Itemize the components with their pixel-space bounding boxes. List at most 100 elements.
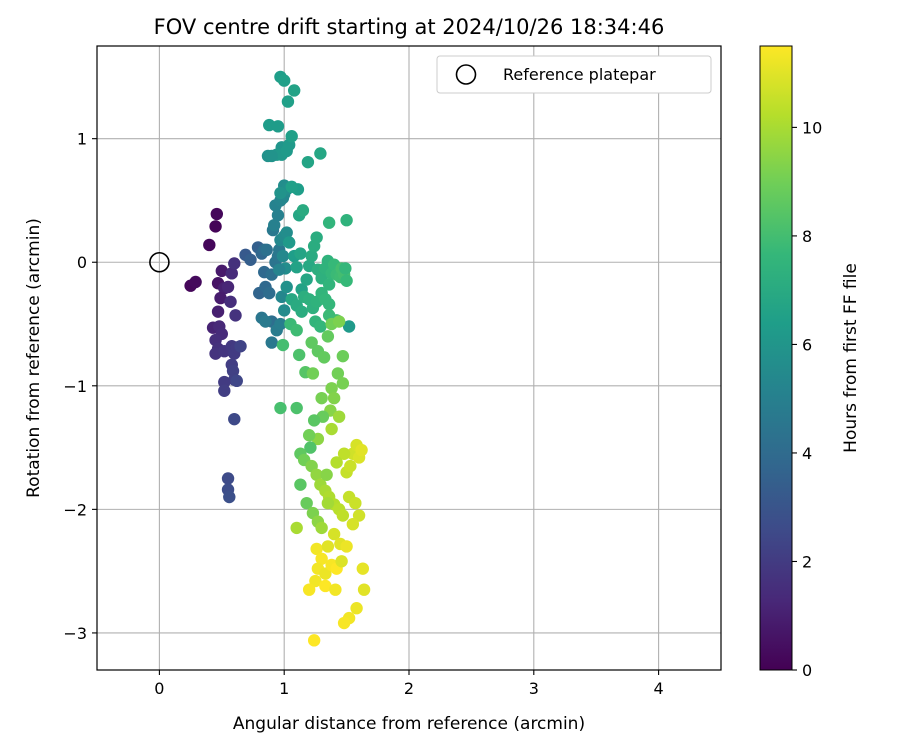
data-point — [271, 120, 285, 133]
data-point — [276, 338, 290, 352]
data-point — [295, 305, 308, 318]
data-point — [274, 317, 287, 331]
data-point — [319, 579, 332, 593]
data-point — [229, 309, 242, 322]
data-point — [305, 249, 318, 263]
data-point — [292, 348, 306, 362]
data-point — [290, 401, 303, 415]
x-axis-label: Angular distance from reference (arcmin) — [233, 714, 585, 734]
data-point — [322, 278, 336, 291]
data-point — [310, 542, 323, 556]
colorbar: 0 2 4 6 8 10 Hours from first FF file — [759, 45, 861, 680]
data-point — [281, 95, 295, 108]
data-point — [337, 616, 351, 630]
data-point — [327, 391, 341, 405]
data-point — [259, 315, 272, 328]
data-point — [290, 260, 303, 274]
data-point — [315, 521, 328, 535]
x-tick-label: 1 — [279, 679, 289, 698]
x-tick-label: 4 — [654, 679, 664, 698]
data-point — [352, 509, 366, 522]
data-point — [224, 295, 237, 308]
data-point — [357, 583, 371, 596]
data-point — [290, 521, 303, 535]
data-point — [332, 315, 346, 328]
data-point — [356, 562, 370, 575]
reference-marker — [149, 251, 170, 273]
chart-title: FOV centre drift starting at 2024/10/26 … — [154, 15, 665, 39]
colorbar-tick-label: 6 — [802, 335, 812, 354]
data-point — [225, 267, 238, 280]
data-point — [275, 290, 288, 304]
colorbar-tick-label: 8 — [802, 227, 812, 246]
data-point — [221, 472, 235, 485]
data-point — [285, 130, 298, 143]
data-point — [294, 478, 307, 491]
data-point — [296, 204, 310, 217]
data-point — [282, 236, 296, 249]
colorbar-tick-label: 4 — [802, 444, 812, 463]
data-point — [274, 186, 287, 200]
data-point — [189, 275, 202, 289]
data-point — [317, 351, 331, 364]
data-point — [260, 243, 273, 257]
data-point — [350, 602, 363, 615]
x-tick-label: 2 — [404, 679, 414, 698]
data-point — [218, 375, 231, 389]
data-point — [321, 496, 335, 510]
data-point — [307, 414, 321, 427]
colorbar-label: Hours from first FF file — [841, 263, 861, 453]
data-point — [285, 180, 298, 194]
data-point — [290, 323, 303, 337]
data-point — [329, 583, 342, 596]
data-point — [322, 216, 336, 229]
data-point — [218, 384, 231, 397]
data-point — [271, 209, 285, 222]
x-tick-label: 0 — [154, 679, 164, 698]
data-point — [302, 429, 316, 442]
data-point — [302, 583, 316, 596]
data-point — [215, 264, 228, 278]
data-point — [340, 274, 353, 287]
data-point — [301, 155, 315, 169]
data-point — [203, 238, 216, 252]
data-point — [310, 231, 323, 244]
colorbar-tick-label: 10 — [802, 118, 822, 137]
data-points — [184, 70, 371, 647]
data-point — [315, 391, 328, 405]
x-axis-ticks: 0 1 2 3 4 — [154, 670, 664, 698]
data-point — [336, 509, 350, 522]
data-point — [230, 374, 243, 388]
x-tick-label: 3 — [529, 679, 539, 698]
data-point — [265, 336, 278, 349]
data-point — [209, 220, 222, 233]
y-axis-label: Rotation from reference (arcmin) — [24, 218, 44, 498]
data-point — [331, 367, 345, 380]
data-point — [315, 552, 328, 565]
data-point — [319, 567, 332, 580]
data-point — [344, 459, 357, 473]
data-point — [336, 349, 350, 363]
data-point — [300, 496, 313, 510]
legend-box — [436, 55, 712, 94]
data-point — [342, 320, 356, 333]
y-tick-label: 0 — [77, 253, 87, 272]
data-point — [300, 273, 313, 286]
data-point — [228, 412, 241, 426]
data-point — [340, 214, 353, 227]
data-point — [320, 468, 333, 481]
grid — [97, 46, 721, 670]
y-tick-label: −3 — [63, 624, 87, 643]
y-tick-label: 1 — [77, 130, 87, 149]
data-point — [244, 253, 257, 266]
data-point — [278, 304, 291, 317]
data-point — [309, 574, 322, 588]
data-point — [211, 305, 225, 318]
data-point — [336, 377, 350, 390]
data-point — [210, 207, 224, 221]
data-point — [314, 320, 327, 333]
data-point — [337, 447, 351, 460]
data-point — [349, 496, 362, 510]
y-tick-label: −1 — [63, 377, 87, 396]
data-point — [340, 540, 353, 553]
